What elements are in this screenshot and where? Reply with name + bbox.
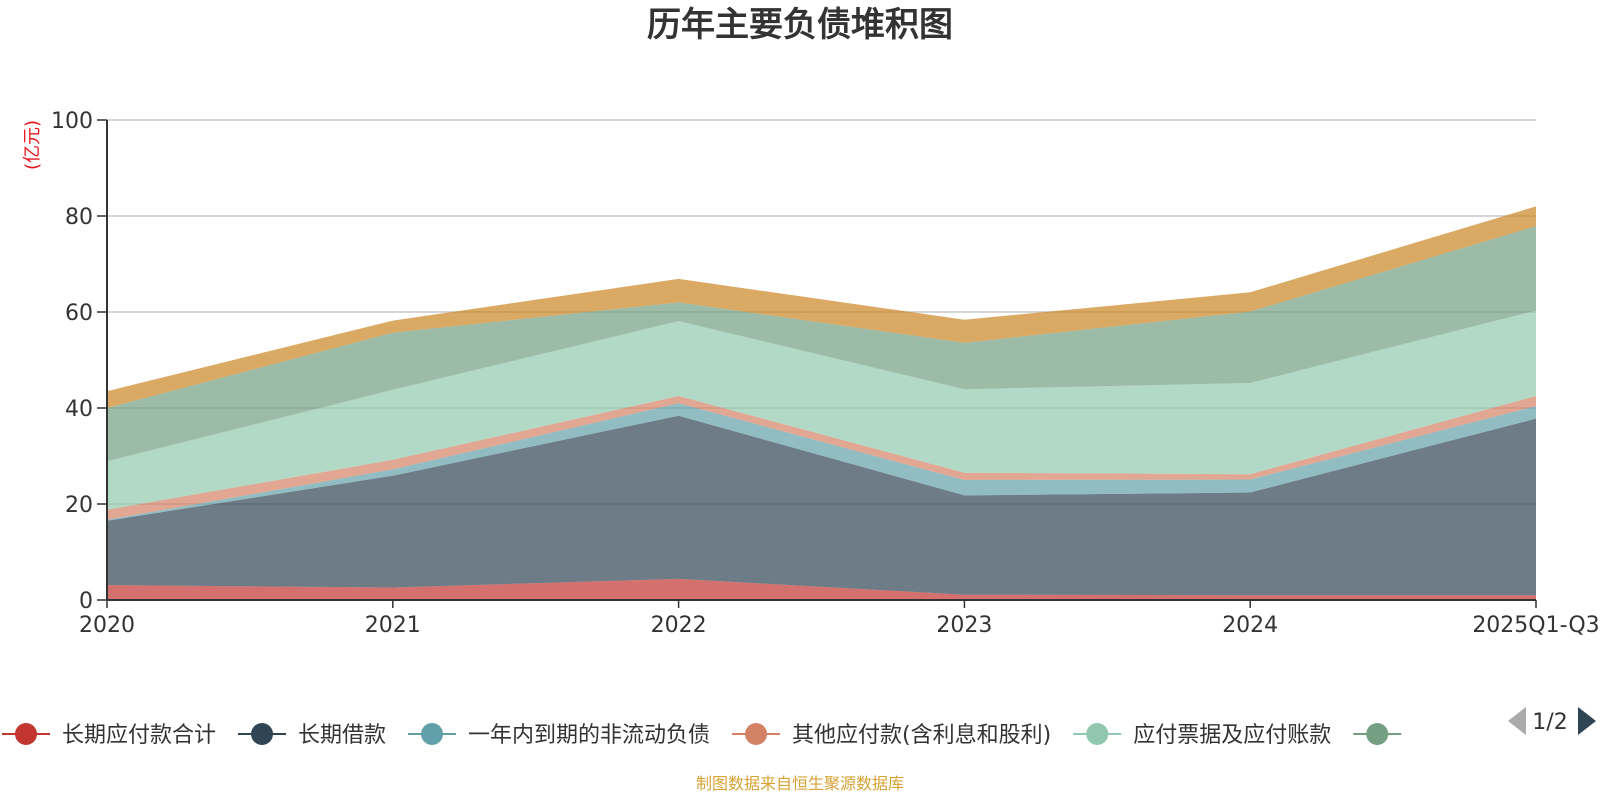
legend-item-2[interactable]: 长期借款: [238, 723, 386, 748]
x-tick-label: 2025Q1-Q3: [1472, 613, 1599, 638]
x-tick-label: 2022: [651, 613, 707, 638]
y-tick-label: 80: [65, 205, 93, 230]
legend-pager: 1/2: [1508, 707, 1596, 735]
legend-swatch-marker: [745, 723, 768, 745]
y-tick-label: 40: [65, 397, 93, 422]
legend-item-3[interactable]: 一年内到期的非流动负债: [408, 723, 710, 748]
y-axis-unit: (亿元): [22, 120, 43, 170]
legend-swatch-marker: [251, 723, 274, 745]
legend-label: 长期应付款合计: [62, 723, 216, 748]
area-series-7: [107, 206, 1536, 408]
legend-swatch-marker: [1086, 723, 1109, 745]
legend-label: 应付票据及应付账款: [1133, 723, 1331, 748]
y-tick-label: 100: [51, 109, 93, 134]
x-tick-label: 2023: [936, 613, 992, 638]
legend-swatch-marker: [421, 723, 444, 745]
area-series-1: [107, 578, 1536, 600]
legend-item-1[interactable]: 长期应付款合计: [2, 723, 216, 748]
y-tick-label: 60: [65, 301, 93, 326]
y-tick-label: 0: [79, 589, 93, 614]
area-series: [107, 206, 1536, 600]
x-tick-label: 2020: [79, 613, 135, 638]
x-tick-label: 2024: [1222, 613, 1278, 638]
legend: 长期应付款合计 长期借款 一年内到期的非流动负债 其他应付款(含利息和股利) 应付票据及…: [2, 723, 1402, 748]
source-note: 制图数据来自恒生聚源数据库: [696, 774, 904, 793]
legend-page-indicator: 1/2: [1532, 710, 1567, 735]
area-series-5: [107, 310, 1536, 510]
legend-swatch-marker: [15, 723, 37, 745]
legend-item-5[interactable]: 应付票据及应付账款: [1073, 723, 1331, 748]
area-series-6: [107, 226, 1536, 462]
x-tick-label: 2021: [365, 613, 421, 638]
chart-title: 历年主要负债堆积图: [647, 5, 953, 45]
legend-prev-icon[interactable]: [1508, 707, 1526, 735]
legend-item-4[interactable]: 其他应付款(含利息和股利): [732, 723, 1051, 748]
legend-next-icon[interactable]: [1578, 707, 1596, 735]
area-series-2: [107, 415, 1536, 596]
legend-swatch-marker: [1366, 723, 1389, 745]
legend-label: 长期借款: [298, 723, 386, 748]
legend-label: 一年内到期的非流动负债: [468, 723, 710, 748]
area-series-3: [107, 403, 1536, 521]
y-tick-label: 20: [65, 493, 93, 518]
legend-item-6[interactable]: [1353, 723, 1402, 745]
legend-label: 其他应付款(含利息和股利): [792, 723, 1051, 748]
axes: 0 20 40 60 80 100 2020 2021 2022 2023 2024 2025Q1-Q…: [51, 109, 1600, 638]
